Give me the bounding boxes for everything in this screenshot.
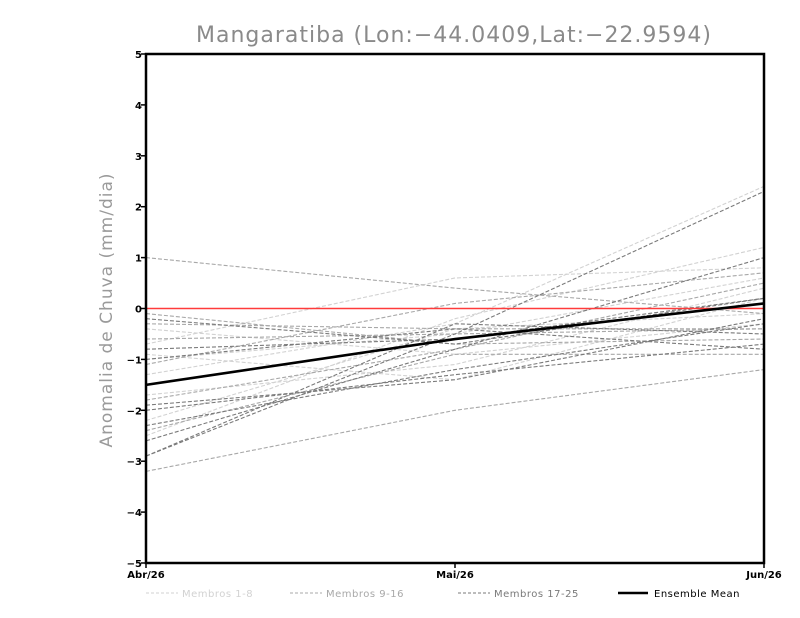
legend: Membros 1-8 Membros 9-16 Membros 17-25 Ense…	[146, 589, 740, 600]
member-line	[145, 287, 765, 396]
y-tick-label: −1	[127, 355, 142, 366]
ensemble-mean-line	[145, 302, 765, 387]
y-tick-label: 5	[135, 50, 142, 61]
member-line	[145, 328, 765, 360]
y-tick-label: 4	[135, 101, 142, 112]
member-line	[145, 313, 765, 422]
member-line	[145, 267, 765, 345]
series-lines	[145, 185, 765, 472]
legend-label: Membros 17-25	[494, 589, 579, 600]
chart-title: Mangaratiba (Lon:−44.0409,Lat:−22.9594)	[196, 23, 712, 48]
member-line	[145, 246, 765, 437]
y-tick-label: −2	[127, 406, 142, 417]
y-tick-label: −5	[127, 559, 142, 570]
ensemble-mean-layer	[145, 302, 765, 387]
member-line	[145, 297, 765, 381]
member-line	[145, 282, 765, 401]
plot-frame	[144, 52, 766, 565]
member-line	[145, 343, 765, 411]
x-tick-label: Mai/26	[436, 570, 474, 581]
member-line	[145, 318, 765, 406]
legend-label: Ensemble Mean	[654, 589, 740, 600]
y-tick-label: −4	[127, 508, 142, 519]
member-line	[145, 272, 765, 366]
member-line	[145, 313, 765, 345]
axis-ticks: −5 −4 −3 −2 −1 0 1 2 3 4 5	[127, 50, 765, 570]
member-line	[145, 323, 765, 427]
y-axis-label: Anomalia de Chuva (mm/dia)	[97, 172, 117, 447]
legend-label: Membros 9-16	[326, 589, 404, 600]
legend-label: Membros 1-8	[182, 589, 253, 600]
member-line	[145, 369, 765, 472]
member-line	[145, 257, 765, 442]
y-tick-label: 2	[135, 203, 142, 214]
y-tick-label: 1	[135, 254, 142, 265]
member-line	[145, 323, 765, 457]
member-line	[145, 277, 765, 360]
x-tick-label: Abr/26	[127, 570, 164, 581]
member-line	[145, 190, 765, 457]
x-tick-label: Jun/26	[745, 570, 782, 581]
y-tick-label: 3	[135, 152, 142, 163]
y-tick-label: 0	[135, 305, 142, 316]
y-tick-label: −3	[127, 457, 142, 468]
member-line	[145, 323, 764, 330]
member-line	[145, 297, 765, 345]
x-tick-labels: Abr/26 Mai/26 Jun/26	[127, 570, 782, 581]
